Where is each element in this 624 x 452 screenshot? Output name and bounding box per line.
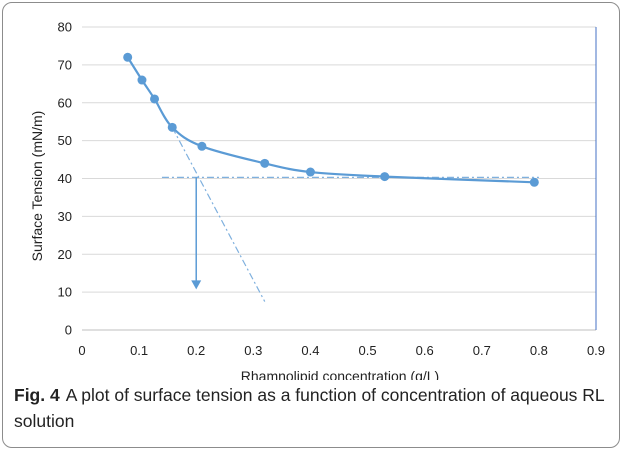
figure-label: Fig. 4 (14, 385, 60, 405)
cmc-arrow-head (191, 280, 202, 290)
data-point (380, 172, 390, 182)
y-tick-label: 70 (58, 57, 72, 72)
x-tick-label: 0.5 (359, 343, 377, 358)
y-axis-title: Surface Tension (mN/m) (29, 111, 45, 262)
x-axis-title: Rhamnolipid concentration (g/L) (241, 368, 439, 380)
y-tick-label: 40 (58, 171, 72, 186)
data-point (137, 75, 147, 85)
data-point (305, 167, 315, 177)
data-point (150, 94, 160, 104)
y-tick-label: 50 (58, 133, 72, 148)
x-tick-label: 0 (78, 343, 85, 358)
y-tick-label: 0 (65, 323, 72, 338)
gridlines (82, 26, 596, 293)
figure-card (2, 2, 620, 448)
x-tick-label: 0.6 (416, 343, 434, 358)
x-tick-label: 0.3 (244, 343, 262, 358)
data-point (260, 158, 270, 168)
figure-caption-text: A plot of surface tension as a function … (14, 385, 605, 431)
data-point (529, 177, 539, 187)
data-point (197, 141, 207, 151)
x-tick-label: 0.8 (530, 343, 548, 358)
x-tick-label: 0.2 (187, 343, 205, 358)
y-tick-label: 60 (58, 95, 72, 110)
x-tick-label: 0.1 (130, 343, 148, 358)
x-tick-label: 0.7 (473, 343, 491, 358)
data-series (123, 52, 539, 187)
y-tick-label: 20 (58, 247, 72, 262)
x-tick-label: 0.4 (301, 343, 319, 358)
data-point (123, 52, 133, 62)
y-tick-label: 30 (58, 209, 72, 224)
annotations (161, 127, 539, 302)
tangent-line-steep (171, 127, 266, 302)
tick-labels: 0 10 20 30 40 50 60 70 80 0 0.1 0.2 0.3 0.4 0.5 0.6 0.7 0… (58, 20, 606, 359)
chart: 0 10 20 30 40 50 60 70 80 0 0.1 0.2 0.3 0.4 0.5 0.6 0.7 0… (29, 20, 606, 381)
y-tick-label: 10 (58, 285, 72, 300)
series-line (126, 56, 535, 184)
axes (82, 27, 597, 331)
x-tick-label: 0.9 (587, 343, 605, 358)
data-point (167, 122, 177, 132)
y-tick-label: 80 (58, 20, 72, 35)
